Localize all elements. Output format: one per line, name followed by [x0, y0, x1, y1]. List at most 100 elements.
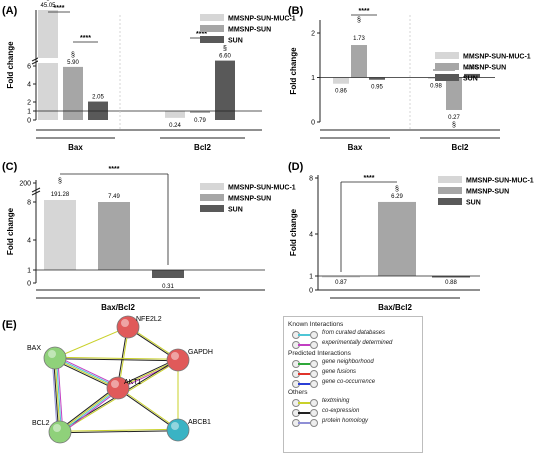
legend-swatch — [200, 194, 224, 201]
value-label: 2.05 — [92, 95, 104, 101]
node-label: GAPDH — [188, 349, 213, 356]
legend-swatch — [200, 205, 224, 212]
bar — [333, 77, 349, 84]
legend-label: gene co-occurrence — [322, 379, 376, 385]
node-bax — [43, 346, 67, 370]
node-nfe2l2 — [116, 315, 140, 339]
legend-swatch — [200, 25, 224, 32]
network-edge — [59, 428, 178, 432]
network-edge — [59, 387, 118, 432]
value-label: 191.28 — [51, 192, 70, 198]
legend-label: experimentally determined — [322, 340, 393, 346]
node-highlight — [121, 319, 129, 327]
x-group-label: Bax — [348, 143, 363, 152]
node-highlight — [111, 380, 119, 388]
value-label: 5.90 — [67, 60, 79, 66]
network-edge — [60, 389, 120, 435]
legend-label: MMSNP-SUN — [228, 196, 271, 203]
bar — [351, 45, 367, 78]
node-highlight — [171, 422, 179, 430]
legend-label: MMSNP-SUN — [463, 65, 506, 72]
y-tick-label: 1 — [27, 268, 31, 275]
y-tick-label: 6 — [27, 64, 31, 71]
value-label: 0.79 — [194, 118, 206, 124]
x-group-label: Bcl2 — [194, 143, 211, 152]
chart-panel-d: 0 1 4 8 Fold change 0.87 6.29§ 0.88 **** Bax/Bcl2… — [289, 175, 534, 312]
y-tick-label: 8 — [27, 200, 31, 207]
node-gapdh — [166, 348, 190, 372]
network-edge — [55, 356, 179, 360]
x-group-label: Bax — [68, 143, 83, 152]
others-title: Others — [288, 389, 308, 396]
chart-panel-c: 0 1 4 8 200 Fold change 191.28 7.49 0.31 § **** Bax… — [6, 166, 296, 312]
node-akt1 — [106, 376, 130, 400]
section-mark: § — [223, 46, 227, 53]
legend-row-coexpression: co-expression — [288, 407, 418, 417]
known-interactions-title: Known Interactions — [288, 321, 344, 328]
bar — [190, 111, 210, 113]
section-mark: § — [395, 186, 399, 193]
legend-row-textmining: textmining — [288, 397, 418, 407]
y-tick-label: 4 — [27, 82, 31, 89]
node-abcb1 — [166, 418, 190, 442]
y-tick-label: 1 — [311, 75, 315, 82]
legend-row-experimental: experimentally determined — [288, 339, 418, 349]
network-edge — [54, 358, 118, 390]
legend-label: SUN — [466, 200, 481, 207]
value-label: 7.49 — [108, 194, 120, 200]
legend-label: MMSNP-SUN — [466, 189, 509, 196]
legend-swatch — [435, 52, 459, 59]
legend-row-cooccurrence: gene co-occurrence — [288, 378, 418, 388]
network-edge — [55, 357, 62, 432]
y-tick-label: 1 — [27, 109, 31, 116]
legend-label: MMSNP-SUN-MUC-1 — [466, 178, 534, 185]
value-label: 0.24 — [169, 123, 181, 129]
network-edge — [57, 357, 64, 432]
legend-label: SUN — [228, 207, 243, 214]
panel-label-c: (C) — [2, 161, 18, 173]
legend-row-fusions: gene fusions — [288, 368, 418, 378]
network-edge — [54, 326, 129, 359]
legend-label: co-expression — [322, 408, 360, 414]
legend-swatch — [435, 74, 459, 81]
legend-label: MMSNP-SUN-MUC-1 — [463, 54, 531, 61]
bar — [44, 200, 76, 270]
network-edge — [55, 356, 119, 388]
y-tick-label: 200 — [19, 181, 31, 188]
bar — [446, 77, 462, 110]
bar — [378, 201, 416, 276]
node-label: ABCB1 — [188, 419, 211, 426]
value-label: 0.86 — [335, 89, 347, 95]
bar — [63, 66, 83, 120]
legend-label: protein homology — [322, 418, 369, 424]
node-highlight — [53, 424, 61, 432]
value-label: 0.87 — [335, 280, 347, 286]
y-tick-label: 0 — [27, 281, 31, 288]
bar — [369, 77, 385, 80]
legend-swatch — [438, 187, 462, 194]
string-legend: Known Interactions from curated database… — [283, 316, 423, 453]
legend-swatch — [200, 36, 224, 43]
network-edge — [51, 358, 58, 433]
node-label: NFE2L2 — [136, 316, 162, 323]
value-label: 0.31 — [162, 284, 174, 290]
chart-panel-b: 0 1 2 Fold change 0.86 1.73 0.95 0.98 0.27 1.08 § §… — [289, 8, 531, 152]
bar — [215, 60, 235, 120]
section-mark: § — [357, 17, 361, 24]
significance-label: **** — [196, 31, 207, 38]
y-tick-label: 0 — [311, 120, 315, 127]
y-tick-label: 2 — [27, 100, 31, 107]
axis-break — [31, 187, 41, 193]
axis-break — [31, 190, 41, 196]
legend-row-neighborhood: gene neighborhood — [288, 358, 418, 368]
y-axis-label: Fold change — [289, 47, 298, 95]
bar — [464, 73, 480, 78]
network-edge — [58, 385, 118, 431]
panel-label-e: (E) — [2, 319, 17, 331]
legend-swatch — [200, 14, 224, 21]
node-bcl2 — [48, 420, 72, 444]
y-axis-label: Fold change — [6, 207, 15, 255]
